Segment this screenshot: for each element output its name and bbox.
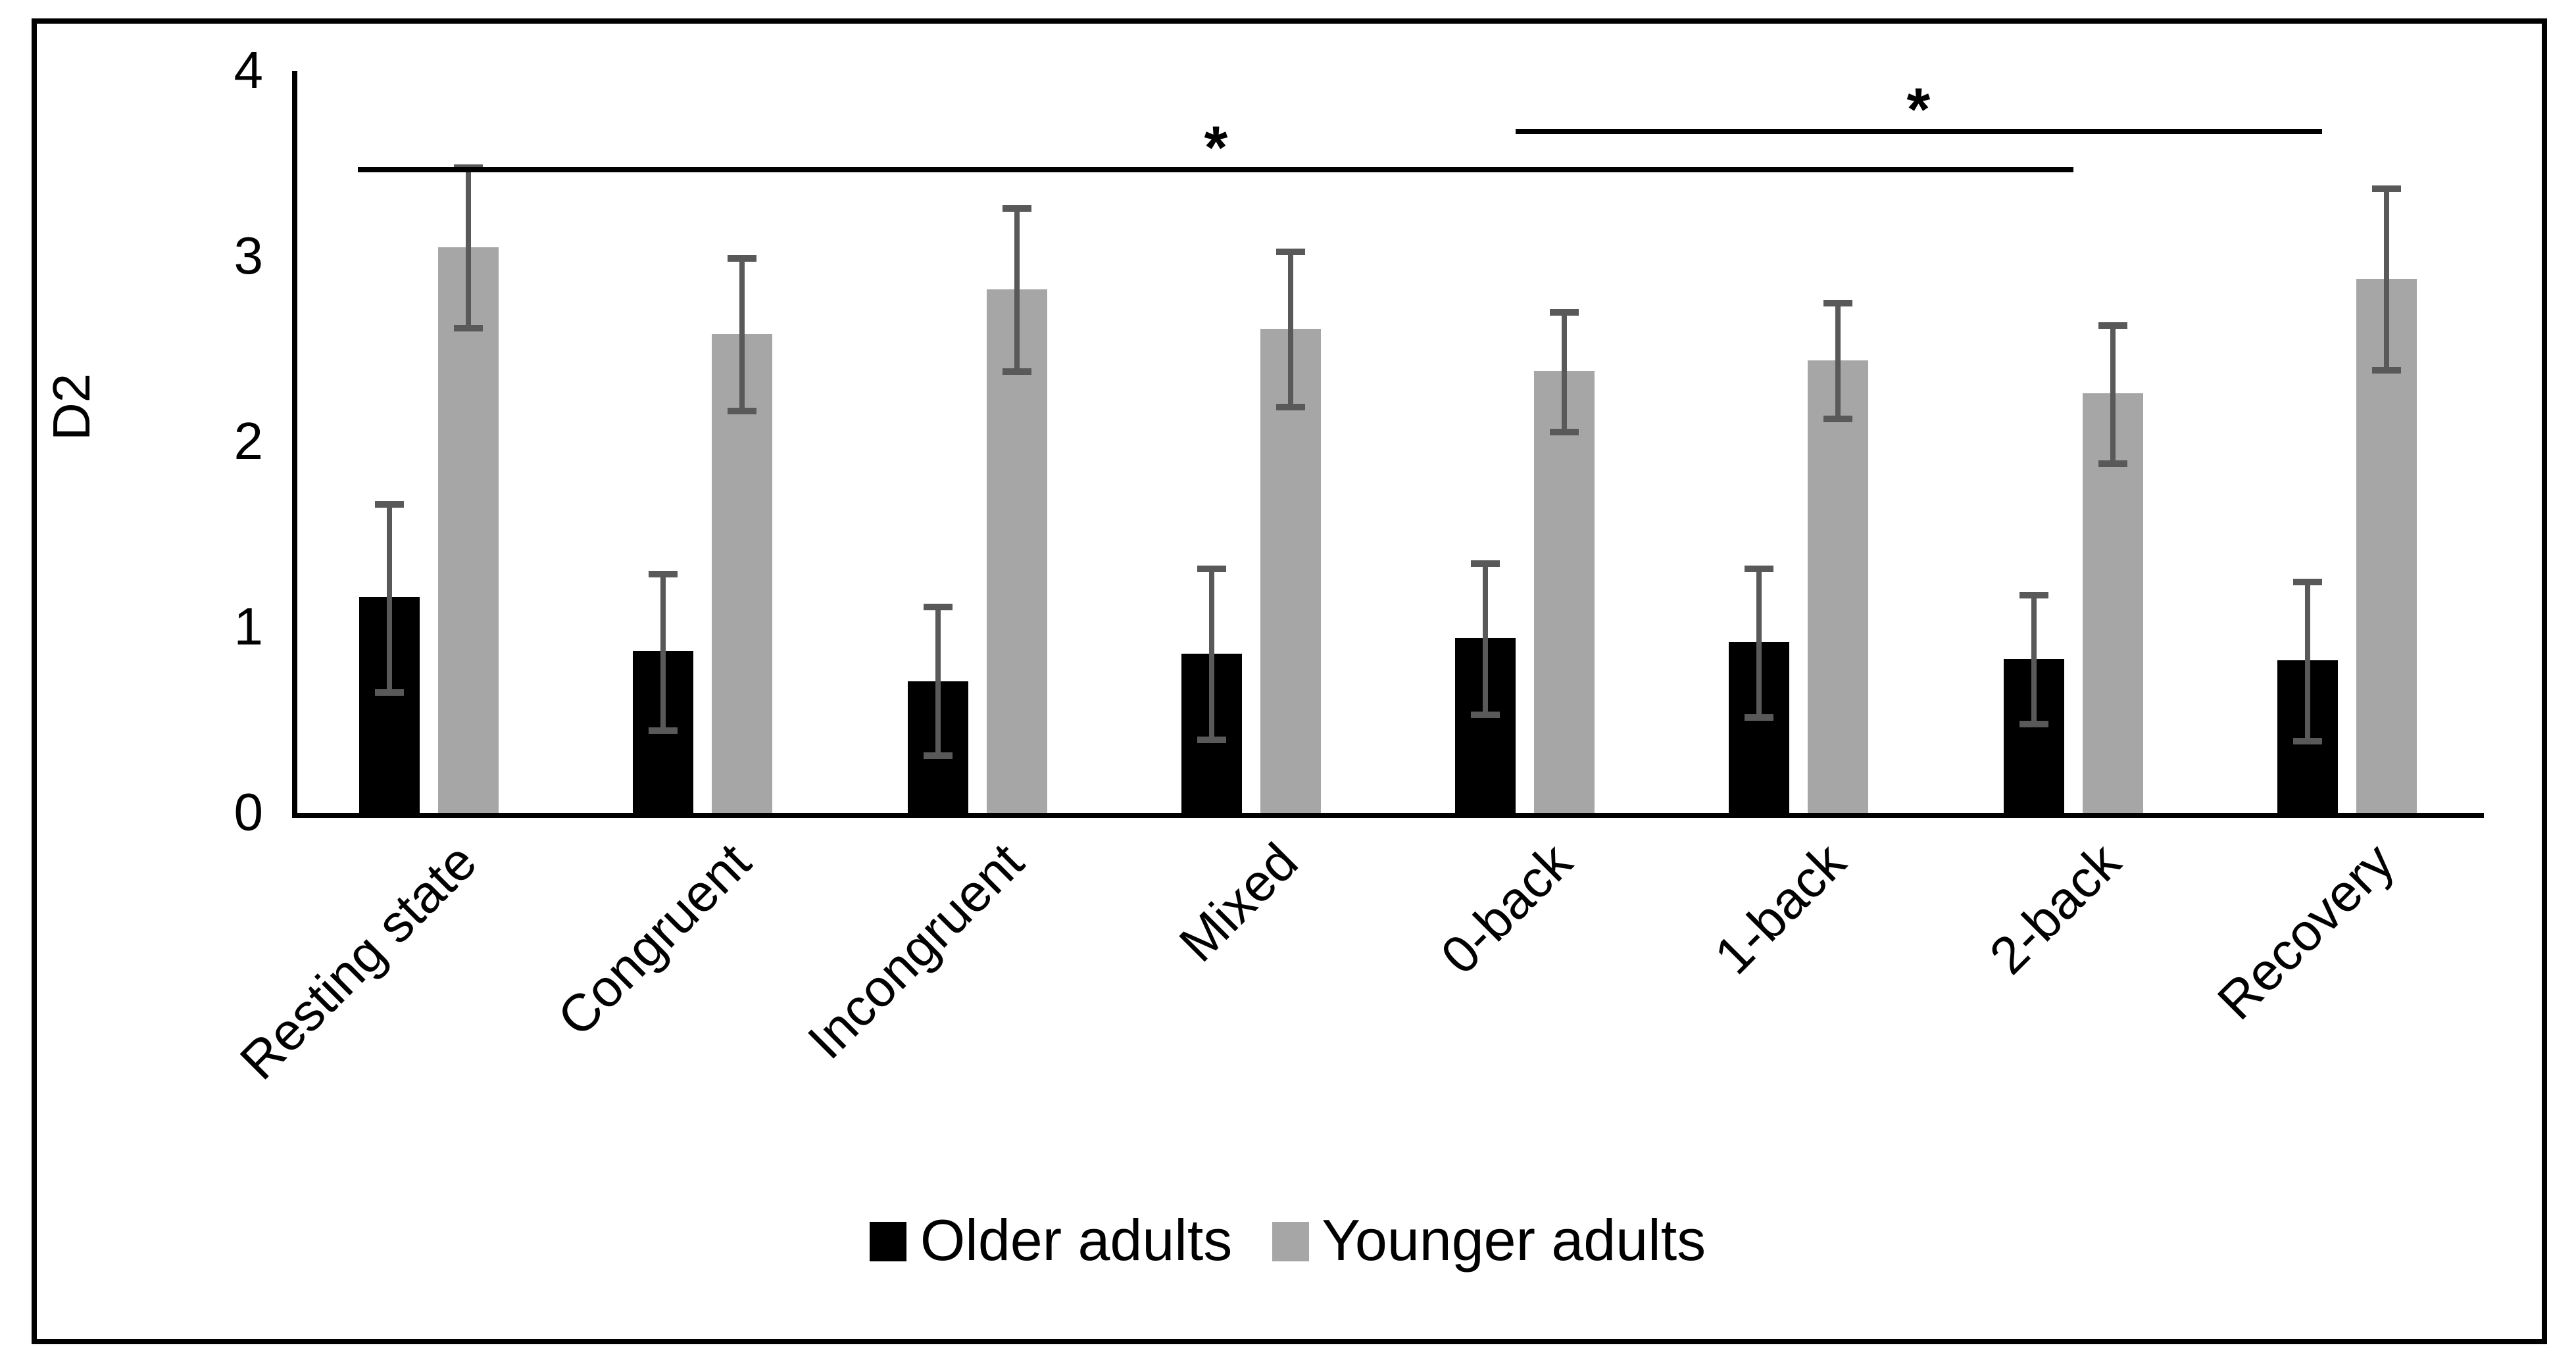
error-cap-top [1471,560,1500,567]
legend-label: Younger adults [1322,1209,1706,1273]
error-cap-bottom [2371,367,2401,374]
error-cap-top [2098,322,2127,329]
error-cap-bottom [2019,721,2048,728]
error-cap-top [375,500,405,508]
error-cap-bottom [1276,404,1305,411]
y-axis-title: D2 [43,373,101,441]
error-cap-bottom [2292,738,2322,744]
bar-younger-1 [438,247,499,813]
error-cap-top [728,255,757,262]
error-cap-bottom [728,408,757,415]
significance-asterisk-2: * [1906,74,1931,143]
error-bar [387,503,393,692]
legend-item-older-adults: Older adults [870,1209,1233,1273]
error-cap-top [1550,309,1579,316]
bar-younger-6 [1808,360,1869,813]
significance-line-2 [1515,128,2322,134]
error-bar [660,573,666,730]
error-bar [1835,303,1841,418]
legend-label: Older adults [920,1209,1233,1273]
legend-swatch-icon [870,1222,907,1261]
error-bar [1287,251,1293,407]
error-cap-bottom [649,727,678,734]
y-axis-line [292,71,297,815]
error-cap-top [1197,565,1226,572]
error-bar [2110,325,2116,462]
error-cap-bottom [1823,415,1853,422]
error-bar [2304,581,2310,741]
error-cap-top [1002,205,1031,212]
significance-line-1 [357,167,2074,173]
error-bar [2383,187,2389,370]
error-cap-bottom [1471,712,1500,719]
error-bar [1562,312,1568,431]
error-cap-bottom [923,752,953,760]
error-cap-bottom [375,689,405,696]
bar-younger-3 [986,289,1047,813]
error-cap-top [2371,185,2401,192]
error-cap-top [649,571,678,578]
error-cap-bottom [1745,714,1774,721]
error-bar [1014,208,1020,372]
error-bar [739,258,745,411]
error-bar [466,167,472,328]
error-cap-bottom [2098,460,2127,466]
error-cap-top [1745,565,1774,572]
error-cap-top [2019,591,2048,598]
error-cap-bottom [1550,428,1579,435]
legend: Older adults Younger adults [0,1209,2576,1273]
error-cap-top [1823,300,1853,307]
error-cap-bottom [454,324,483,331]
error-bar [1756,568,1762,717]
x-axis-line [292,813,2484,818]
error-cap-top [1276,248,1305,255]
error-bar [1208,568,1214,739]
error-bar [1483,562,1489,715]
bar-younger-5 [1534,371,1595,813]
error-bar [2031,594,2037,724]
error-bar [935,606,941,756]
significance-asterisk-1: * [1204,113,1228,182]
error-cap-top [923,604,953,611]
error-cap-bottom [1002,368,1031,376]
error-cap-bottom [1197,736,1226,743]
legend-swatch-icon [1272,1222,1309,1261]
legend-item-younger-adults: Younger adults [1272,1209,1706,1273]
error-cap-top [2292,578,2322,585]
